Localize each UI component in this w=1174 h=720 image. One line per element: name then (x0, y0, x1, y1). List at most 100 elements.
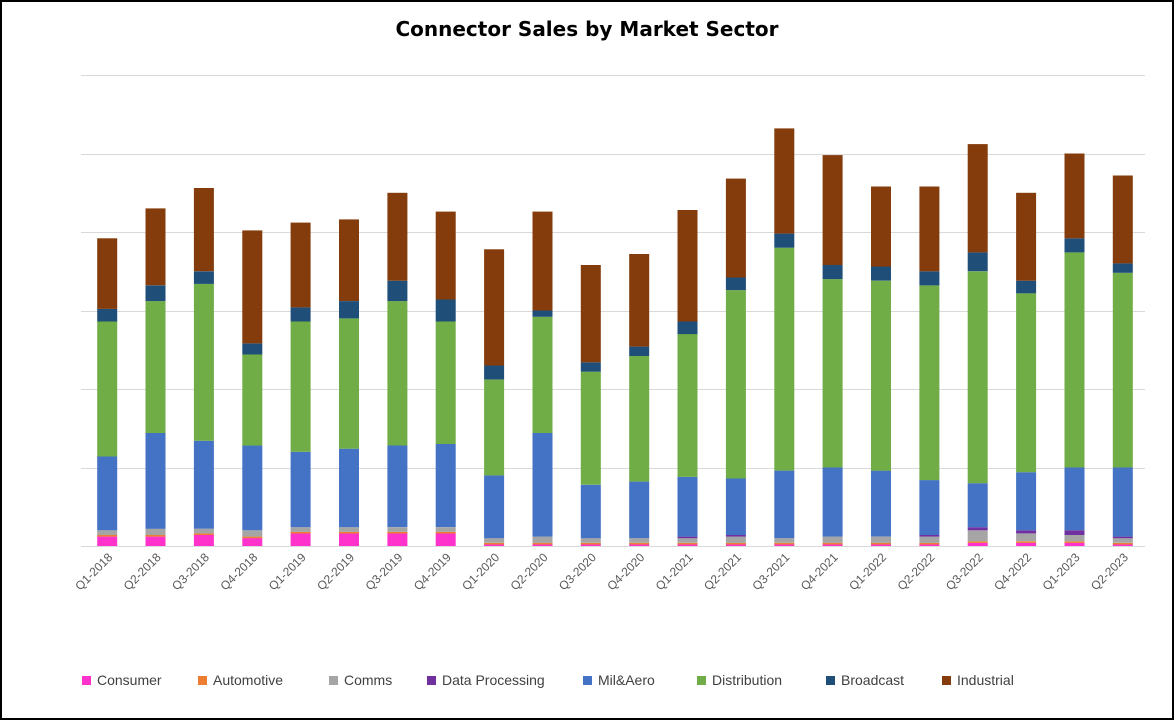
legend-item-consumer: Consumer (82, 672, 162, 688)
bar-segment-distribution-q3-2021 (774, 247, 795, 471)
bar-segment-mil-aero-q2-2019 (339, 448, 359, 528)
bar-segment-comms-q3-2018 (193, 528, 214, 534)
bar-segment-industrial-q3-2020 (580, 265, 601, 363)
bar-segment-consumer-q4-2022 (1016, 542, 1037, 546)
bar-segment-mil-aero-q1-2021 (677, 476, 698, 537)
bar-segment-distribution-q2-2018 (145, 301, 166, 433)
bar-segment-mil-aero-q3-2019 (387, 445, 408, 528)
x-tick-label: Q1-2021 (653, 550, 696, 593)
bar-segment-comms-q2-2022 (919, 536, 940, 543)
bar-segment-comms-q1-2018 (97, 530, 118, 535)
bar-segment-industrial-q2-2022 (919, 186, 940, 272)
bar-segment-distribution-q2-2019 (339, 318, 359, 449)
bar-segment-automotive-q1-2021 (677, 542, 698, 545)
bar-segment-automotive-q3-2022 (967, 541, 988, 543)
bar-segment-mil-aero-q1-2020 (484, 475, 505, 539)
bar-segment-data-processing-q3-2022 (967, 527, 988, 531)
x-tick-label: Q3-2018 (169, 550, 212, 593)
legend-item-mil-aero: Mil&Aero (583, 672, 655, 688)
bar-segment-automotive-q1-2020 (484, 542, 505, 545)
bar-segment-broadcast-q3-2021 (774, 233, 795, 248)
bar-segment-broadcast-q4-2020 (629, 346, 650, 356)
bar-segment-industrial-q1-2022 (871, 186, 891, 267)
bar-segment-broadcast-q1-2018 (97, 308, 118, 322)
legend-swatch (583, 675, 592, 685)
bar-segment-automotive-q2-2023 (1112, 542, 1133, 545)
bar-segment-automotive-q4-2021 (822, 542, 843, 545)
x-tick-label: Q1-2023 (1040, 550, 1083, 593)
legend: Consumer Automotive Comms Data Processing Mi… (0, 672, 1174, 694)
bar-segment-industrial-q1-2023 (1064, 153, 1085, 239)
bar-segment-mil-aero-q3-2021 (774, 470, 795, 539)
bar-segment-mil-aero-q2-2022 (919, 480, 940, 535)
bar-segment-consumer-q2-2023 (1112, 544, 1133, 546)
bar-segment-industrial-q1-2021 (677, 210, 698, 322)
legend-swatch (198, 675, 207, 685)
bar-segment-distribution-q1-2022 (871, 280, 891, 471)
bar-segment-industrial-q3-2022 (967, 144, 988, 253)
bar-segment-consumer-q2-2021 (725, 544, 746, 546)
bar-segment-comms-q4-2022 (1016, 533, 1037, 542)
legend-label: Consumer (97, 672, 162, 688)
bar-segment-comms-q3-2022 (967, 530, 988, 542)
legend-label: Industrial (957, 672, 1014, 688)
bar-segment-consumer-q3-2019 (387, 533, 408, 546)
bar-segment-automotive-q1-2023 (1064, 541, 1085, 543)
bar-segment-comms-q2-2021 (725, 536, 746, 543)
bar-segment-broadcast-q3-2020 (580, 362, 601, 372)
bar-segment-broadcast-q1-2019 (290, 307, 311, 322)
x-tick-label: Q3-2022 (943, 550, 986, 593)
bar-segment-data-processing-q1-2021 (677, 536, 698, 539)
bar-segment-distribution-q1-2021 (677, 334, 698, 477)
bar-segment-comms-q1-2023 (1064, 535, 1085, 542)
legend-swatch (826, 675, 835, 685)
bar-segment-mil-aero-q2-2018 (145, 433, 166, 529)
bar-segment-broadcast-q4-2021 (822, 265, 843, 280)
bar-segment-distribution-q1-2023 (1064, 252, 1085, 468)
x-tick-label: Q4-2022 (991, 550, 1034, 593)
bar-segment-consumer-q3-2021 (774, 544, 795, 546)
bar-segment-mil-aero-q4-2019 (435, 443, 456, 528)
bar-segment-consumer-q1-2020 (484, 544, 505, 546)
bar-segment-mil-aero-q1-2018 (97, 456, 118, 531)
bar-segment-comms-q4-2019 (435, 527, 456, 532)
bar-segment-broadcast-q2-2023 (1112, 263, 1133, 273)
bar-segment-distribution-q2-2021 (725, 290, 746, 479)
x-tick-label: Q1-2022 (846, 550, 889, 593)
bar-segment-mil-aero-q4-2021 (822, 467, 843, 537)
bar-segment-broadcast-q1-2021 (677, 321, 698, 335)
x-tick-label: Q1-2019 (266, 550, 309, 593)
bar-segment-automotive-q1-2018 (97, 535, 118, 537)
bar-segment-comms-q2-2020 (532, 536, 553, 543)
bar-segment-distribution-q1-2020 (484, 379, 505, 476)
bar-segment-broadcast-q2-2022 (919, 271, 940, 286)
bar-segment-consumer-q2-2022 (919, 544, 940, 546)
x-tick-label: Q3-2019 (363, 550, 406, 593)
bar-segment-industrial-q3-2019 (387, 192, 408, 281)
bar-segment-industrial-q4-2022 (1016, 192, 1037, 281)
bar-segment-automotive-q3-2021 (774, 542, 795, 545)
legend-swatch (427, 675, 436, 685)
bar-segment-automotive-q3-2020 (580, 542, 601, 545)
bar-segment-industrial-q3-2021 (774, 128, 795, 234)
bar-segment-consumer-q4-2020 (629, 544, 650, 546)
bar-segment-mil-aero-q2-2023 (1112, 467, 1133, 537)
legend-item-data-processing: Data Processing (427, 672, 545, 688)
bar-segment-distribution-q3-2019 (387, 301, 408, 446)
bar-segment-consumer-q4-2021 (822, 544, 843, 546)
bar-segment-broadcast-q3-2022 (967, 252, 988, 272)
legend-swatch (82, 675, 91, 685)
bar-segment-mil-aero-q1-2019 (290, 451, 311, 528)
bar-segment-automotive-q2-2022 (919, 542, 940, 545)
bar-segment-consumer-q2-2018 (145, 536, 166, 546)
bar-segment-industrial-q4-2019 (435, 211, 456, 300)
bar-segment-data-processing-q4-2022 (1016, 530, 1037, 534)
legend-label: Broadcast (841, 672, 905, 688)
bar-segment-consumer-q3-2018 (193, 535, 214, 546)
bar-segment-automotive-q2-2018 (145, 535, 166, 537)
x-tick-label: Q2-2019 (314, 550, 357, 593)
bar-segment-automotive-q3-2018 (193, 533, 214, 535)
bar-segment-automotive-q3-2019 (387, 531, 408, 534)
bar-segment-mil-aero-q3-2018 (193, 440, 214, 529)
